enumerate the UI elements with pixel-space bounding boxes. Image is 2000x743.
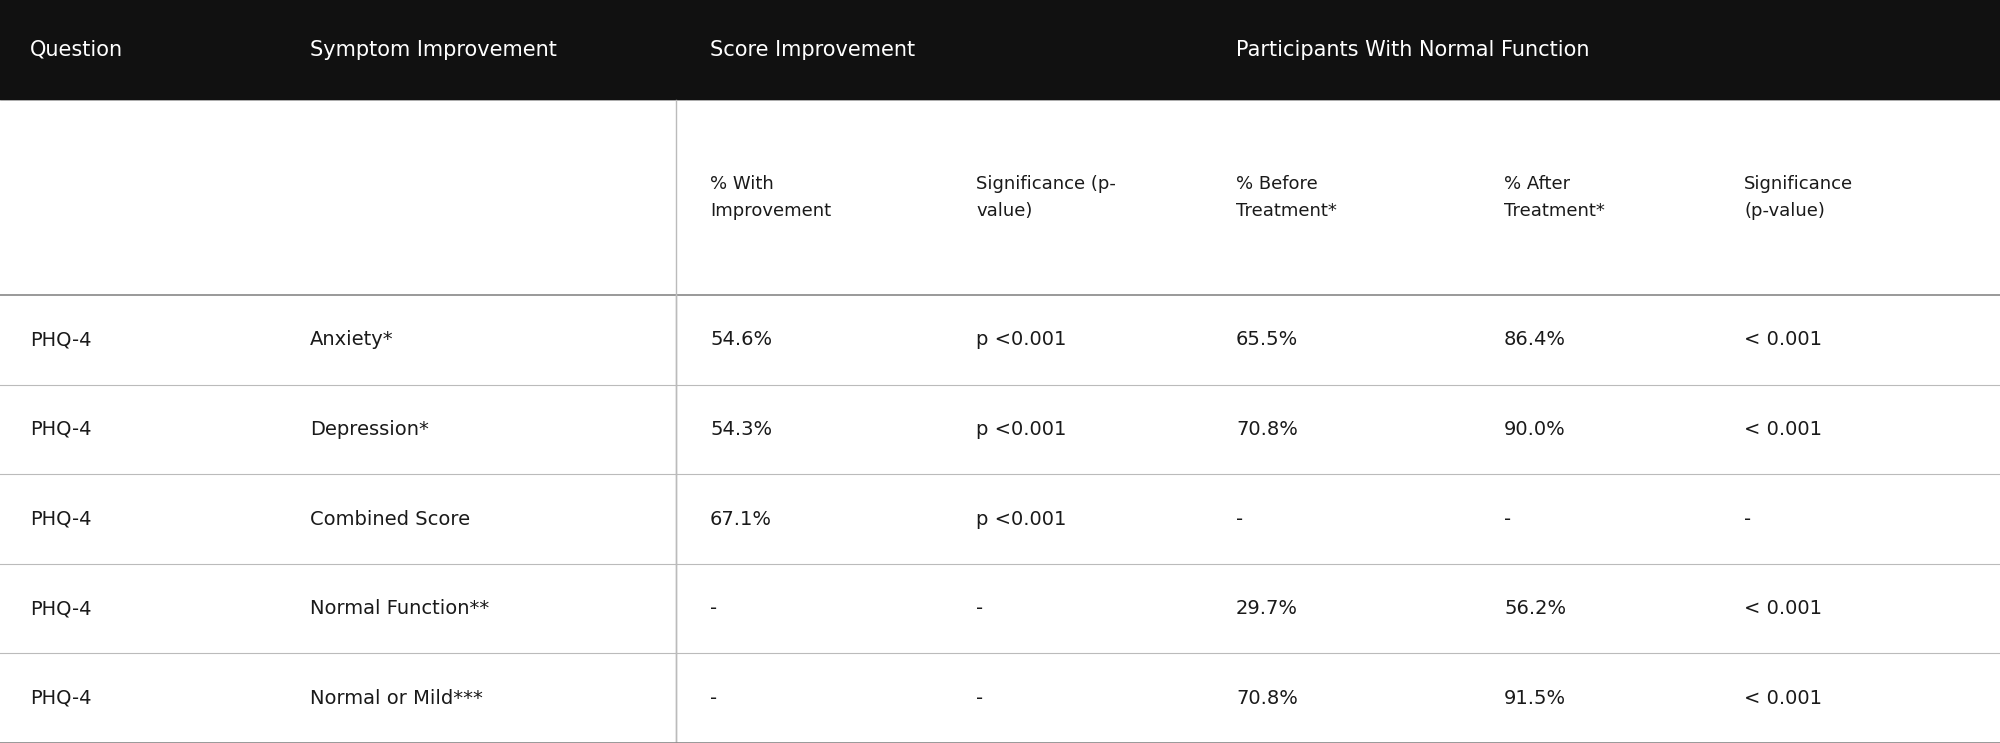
Bar [0, 0, 2000, 100]
Text: 65.5%: 65.5% [1236, 331, 1298, 349]
Text: p <0.001: p <0.001 [976, 510, 1066, 528]
Text: < 0.001: < 0.001 [1744, 599, 1822, 618]
Text: 67.1%: 67.1% [710, 510, 772, 528]
Text: Depression*: Depression* [310, 420, 428, 439]
Text: 70.8%: 70.8% [1236, 689, 1298, 707]
Text: Significance (p-
value): Significance (p- value) [976, 175, 1116, 220]
Text: PHQ-4: PHQ-4 [30, 599, 92, 618]
Text: -: - [710, 599, 718, 618]
Bar [0, 295, 2000, 385]
Text: % With
Improvement: % With Improvement [710, 175, 832, 220]
Text: PHQ-4: PHQ-4 [30, 510, 92, 528]
Text: Participants With Normal Function: Participants With Normal Function [1236, 40, 1590, 60]
Text: -: - [976, 599, 984, 618]
Bar [0, 385, 2000, 474]
Text: p <0.001: p <0.001 [976, 420, 1066, 439]
Text: Score Improvement: Score Improvement [710, 40, 916, 60]
Text: 90.0%: 90.0% [1504, 420, 1566, 439]
Bar [0, 474, 2000, 564]
Text: Significance
(p-value): Significance (p-value) [1744, 175, 1854, 220]
Text: p <0.001: p <0.001 [976, 331, 1066, 349]
Text: -: - [1236, 510, 1244, 528]
Text: 54.6%: 54.6% [710, 331, 772, 349]
Text: % After
Treatment*: % After Treatment* [1504, 175, 1604, 220]
Text: 54.3%: 54.3% [710, 420, 772, 439]
Bar [0, 653, 2000, 743]
Text: Question: Question [30, 40, 124, 60]
Text: Symptom Improvement: Symptom Improvement [310, 40, 556, 60]
Text: 29.7%: 29.7% [1236, 599, 1298, 618]
Text: < 0.001: < 0.001 [1744, 689, 1822, 707]
Text: 70.8%: 70.8% [1236, 420, 1298, 439]
Text: < 0.001: < 0.001 [1744, 331, 1822, 349]
Text: 56.2%: 56.2% [1504, 599, 1566, 618]
Text: 86.4%: 86.4% [1504, 331, 1566, 349]
Text: -: - [1744, 510, 1752, 528]
Bar [0, 564, 2000, 653]
Text: < 0.001: < 0.001 [1744, 420, 1822, 439]
Text: PHQ-4: PHQ-4 [30, 331, 92, 349]
Text: Anxiety*: Anxiety* [310, 331, 394, 349]
Text: PHQ-4: PHQ-4 [30, 420, 92, 439]
Text: % Before
Treatment*: % Before Treatment* [1236, 175, 1336, 220]
Bar [0, 100, 2000, 295]
Text: -: - [976, 689, 984, 707]
Text: -: - [1504, 510, 1512, 528]
Text: PHQ-4: PHQ-4 [30, 689, 92, 707]
Text: Combined Score: Combined Score [310, 510, 470, 528]
Text: Normal Function**: Normal Function** [310, 599, 490, 618]
Text: Normal or Mild***: Normal or Mild*** [310, 689, 482, 707]
Text: -: - [710, 689, 718, 707]
Text: 91.5%: 91.5% [1504, 689, 1566, 707]
